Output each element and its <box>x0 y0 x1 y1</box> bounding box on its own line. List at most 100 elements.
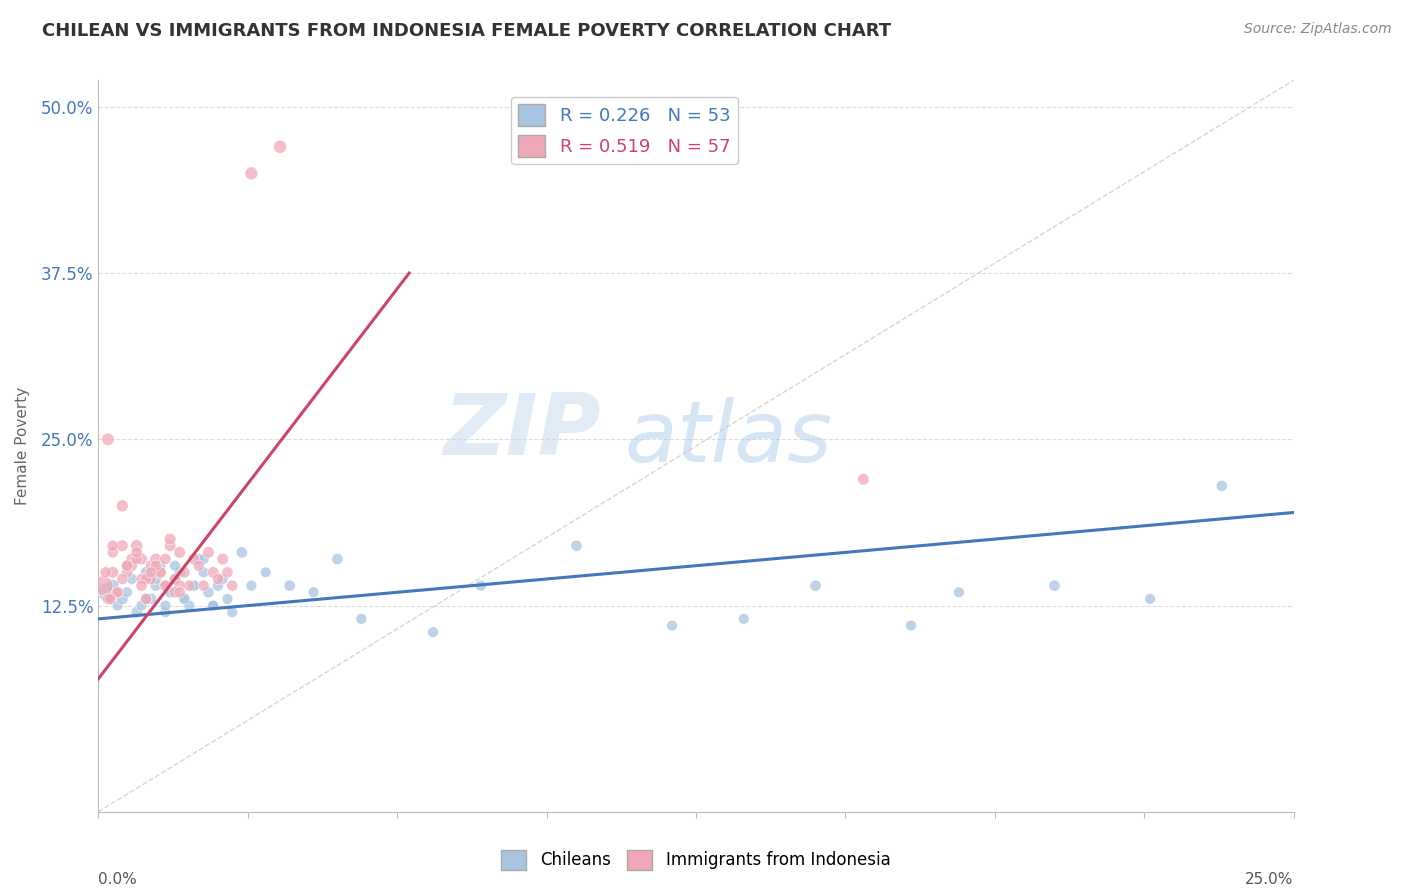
Point <box>565 539 588 553</box>
Point <box>149 566 172 580</box>
Text: CHILEAN VS IMMIGRANTS FROM INDONESIA FEMALE POVERTY CORRELATION CHART: CHILEAN VS IMMIGRANTS FROM INDONESIA FEM… <box>42 22 891 40</box>
Text: ZIP: ZIP <box>443 390 600 473</box>
Point <box>183 579 205 593</box>
Point <box>121 558 143 573</box>
Point <box>131 579 153 593</box>
Point <box>115 585 138 599</box>
Text: 0.0%: 0.0% <box>98 871 138 887</box>
Point <box>115 566 138 580</box>
Text: atlas: atlas <box>624 397 832 480</box>
Point <box>111 591 134 606</box>
Point <box>231 545 253 559</box>
Point <box>159 532 181 546</box>
Point <box>97 585 120 599</box>
Point <box>470 579 492 593</box>
Point <box>211 572 233 586</box>
Point <box>155 599 177 613</box>
Point <box>115 558 138 573</box>
Point <box>326 552 349 566</box>
Y-axis label: Female Poverty: Female Poverty <box>15 387 30 505</box>
Point <box>107 585 129 599</box>
Point <box>145 579 167 593</box>
Point <box>125 605 148 619</box>
Point <box>91 579 114 593</box>
Point <box>145 572 167 586</box>
Point <box>111 499 134 513</box>
Point <box>202 599 225 613</box>
Point <box>135 591 157 606</box>
Point <box>350 612 373 626</box>
Point <box>163 558 186 573</box>
Point <box>197 585 219 599</box>
Point <box>1139 591 1161 606</box>
Point <box>852 472 875 486</box>
Point <box>193 579 215 593</box>
Point <box>135 572 157 586</box>
Point <box>1043 579 1066 593</box>
Point <box>169 579 191 593</box>
Point <box>101 579 124 593</box>
Point <box>422 625 444 640</box>
Point <box>179 579 201 593</box>
Point <box>193 552 215 566</box>
Point <box>183 552 205 566</box>
Point <box>900 618 922 632</box>
Point <box>211 552 233 566</box>
Point <box>302 585 325 599</box>
Point <box>207 579 229 593</box>
Point <box>155 579 177 593</box>
Point <box>173 591 195 606</box>
Point <box>948 585 970 599</box>
Point <box>125 545 148 559</box>
Point <box>221 579 243 593</box>
Point <box>173 591 195 606</box>
Point <box>97 591 120 606</box>
Point <box>98 591 122 606</box>
Point <box>111 572 134 586</box>
Point <box>149 566 172 580</box>
Point <box>202 599 225 613</box>
Point <box>187 558 209 573</box>
Point <box>240 579 263 593</box>
Point <box>131 572 153 586</box>
Point <box>197 545 219 559</box>
Point <box>139 566 162 580</box>
Point <box>101 539 124 553</box>
Point <box>139 572 162 586</box>
Point <box>804 579 827 593</box>
Point <box>155 579 177 593</box>
Point <box>125 539 148 553</box>
Point <box>217 566 239 580</box>
Point <box>101 566 124 580</box>
Point <box>97 433 120 447</box>
Point <box>121 552 143 566</box>
Legend: Chileans, Immigrants from Indonesia: Chileans, Immigrants from Indonesia <box>495 843 897 877</box>
Point <box>125 552 148 566</box>
Text: 25.0%: 25.0% <box>1246 871 1294 887</box>
Point <box>169 545 191 559</box>
Point <box>179 599 201 613</box>
Point <box>131 599 153 613</box>
Point <box>240 166 263 180</box>
Point <box>159 585 181 599</box>
Point <box>202 566 225 580</box>
Point <box>145 552 167 566</box>
Point <box>139 591 162 606</box>
Point <box>278 579 301 593</box>
Point <box>163 585 186 599</box>
Point <box>135 591 157 606</box>
Point <box>135 566 157 580</box>
Point <box>254 566 277 580</box>
Point <box>169 585 191 599</box>
Point <box>155 552 177 566</box>
Point <box>163 572 186 586</box>
Point <box>1211 479 1233 493</box>
Point <box>139 558 162 573</box>
Point <box>155 605 177 619</box>
Point <box>131 552 153 566</box>
Point <box>101 545 124 559</box>
Point <box>193 566 215 580</box>
Point <box>169 566 191 580</box>
Point <box>173 566 195 580</box>
Text: Source: ZipAtlas.com: Source: ZipAtlas.com <box>1244 22 1392 37</box>
